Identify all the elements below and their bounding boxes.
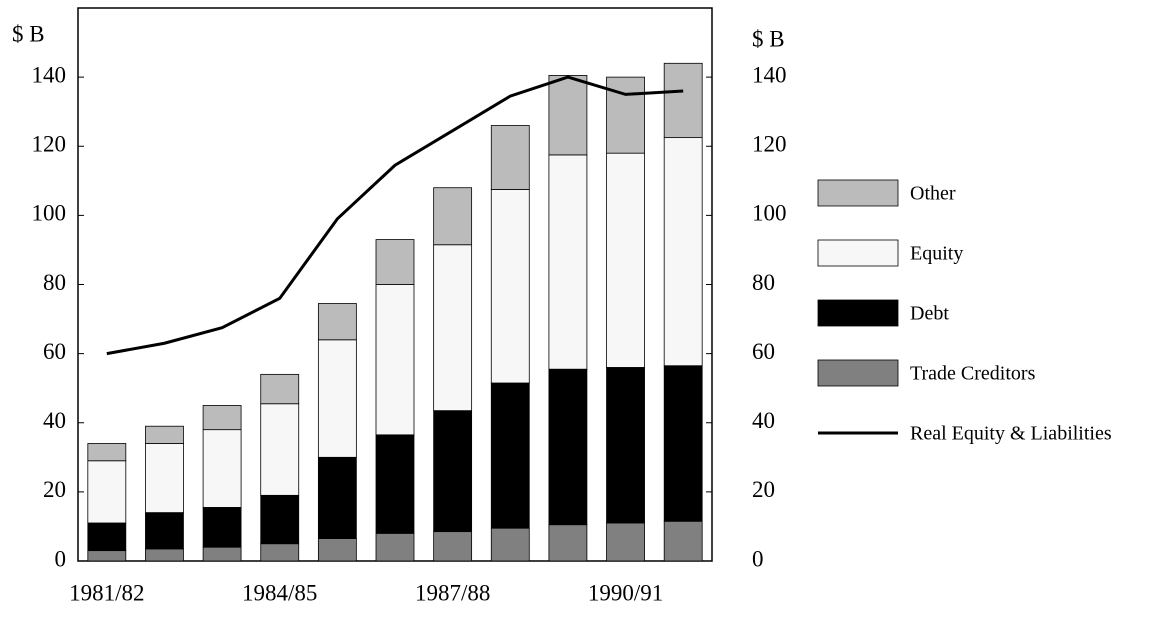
bar-segment <box>606 367 645 524</box>
bar-segment <box>548 524 588 562</box>
bar-segment <box>145 443 184 514</box>
bar-segment <box>606 522 645 562</box>
bar-segment <box>663 62 703 139</box>
bar-segment <box>202 507 242 548</box>
bar-segment <box>202 405 242 431</box>
bar-segment <box>548 154 588 370</box>
bar-segment <box>317 303 357 341</box>
x-tick-label: 1981/82 <box>69 580 144 605</box>
bar-segment <box>317 538 357 562</box>
bar-segment <box>375 239 415 285</box>
y-tick-label: 120 <box>32 132 67 157</box>
bar-segment <box>490 527 530 562</box>
bar-segment <box>663 365 703 522</box>
bar-segment <box>606 76 645 154</box>
y2-tick-label: 80 <box>752 270 775 295</box>
bar-segment <box>317 456 357 539</box>
y-tick-label: 40 <box>43 408 66 433</box>
x-tick-label: 1990/91 <box>588 580 663 605</box>
bar-segment <box>87 443 127 462</box>
y2-tick-label: 60 <box>752 339 775 364</box>
x-tick-label: 1984/85 <box>242 580 317 605</box>
bar-segment <box>87 460 127 524</box>
legend-label: Other <box>910 183 956 205</box>
line-series <box>106 75 684 356</box>
bar-segment <box>87 522 127 552</box>
legend-swatch <box>817 239 899 267</box>
bar-segment <box>260 543 300 562</box>
bar-segment <box>202 429 242 508</box>
bar-segment <box>433 244 473 412</box>
bar-segment <box>375 434 415 534</box>
bar-segment <box>433 187 473 246</box>
y2-axis-label: $ B <box>752 26 785 51</box>
y-tick-label: 0 <box>55 546 67 571</box>
y2-tick-label: 0 <box>752 546 764 571</box>
bar-segment <box>548 368 588 526</box>
legend-label: Real Equity & Liabilities <box>910 423 1112 445</box>
bar-segment <box>433 410 473 533</box>
bar-segment <box>548 74 588 156</box>
bar-segment <box>375 284 415 436</box>
y2-tick-label: 40 <box>752 408 775 433</box>
legend-label: Trade Creditors <box>910 363 1036 385</box>
bar-segment <box>145 425 184 444</box>
bar-segment <box>317 339 357 458</box>
bar-segment <box>433 531 473 562</box>
bar-segment <box>87 550 127 562</box>
bar-segment <box>490 382 530 529</box>
y2-tick-label: 120 <box>752 132 787 157</box>
legend-swatch <box>817 299 899 327</box>
bar-segment <box>490 189 530 384</box>
y-tick-label: 80 <box>43 270 66 295</box>
bar-segment <box>663 520 703 562</box>
y2-tick-label: 20 <box>752 477 775 502</box>
bar-segment <box>490 125 530 190</box>
legend-label: Equity <box>910 243 963 265</box>
y-tick-label: 100 <box>32 201 67 226</box>
x-tick-label: 1987/88 <box>415 580 490 605</box>
y-tick-label: 60 <box>43 339 66 364</box>
y-tick-label: 140 <box>32 62 67 87</box>
legend-swatch <box>817 359 899 387</box>
y2-tick-label: 100 <box>752 201 787 226</box>
bar-segment <box>260 403 300 496</box>
bar-segment <box>375 532 415 562</box>
bar-segment <box>260 494 300 545</box>
y-axis-label: $ B <box>12 21 45 46</box>
bar-segment <box>202 546 242 562</box>
y-tick-label: 20 <box>43 477 66 502</box>
bar-segment <box>145 512 184 550</box>
bar-segment <box>260 373 300 405</box>
bar-segment <box>145 548 184 562</box>
legend-label: Debt <box>910 303 949 325</box>
bar-segment <box>606 152 645 368</box>
legend-swatch <box>817 179 899 207</box>
bar-segment <box>663 137 703 367</box>
y2-tick-label: 140 <box>752 62 787 87</box>
